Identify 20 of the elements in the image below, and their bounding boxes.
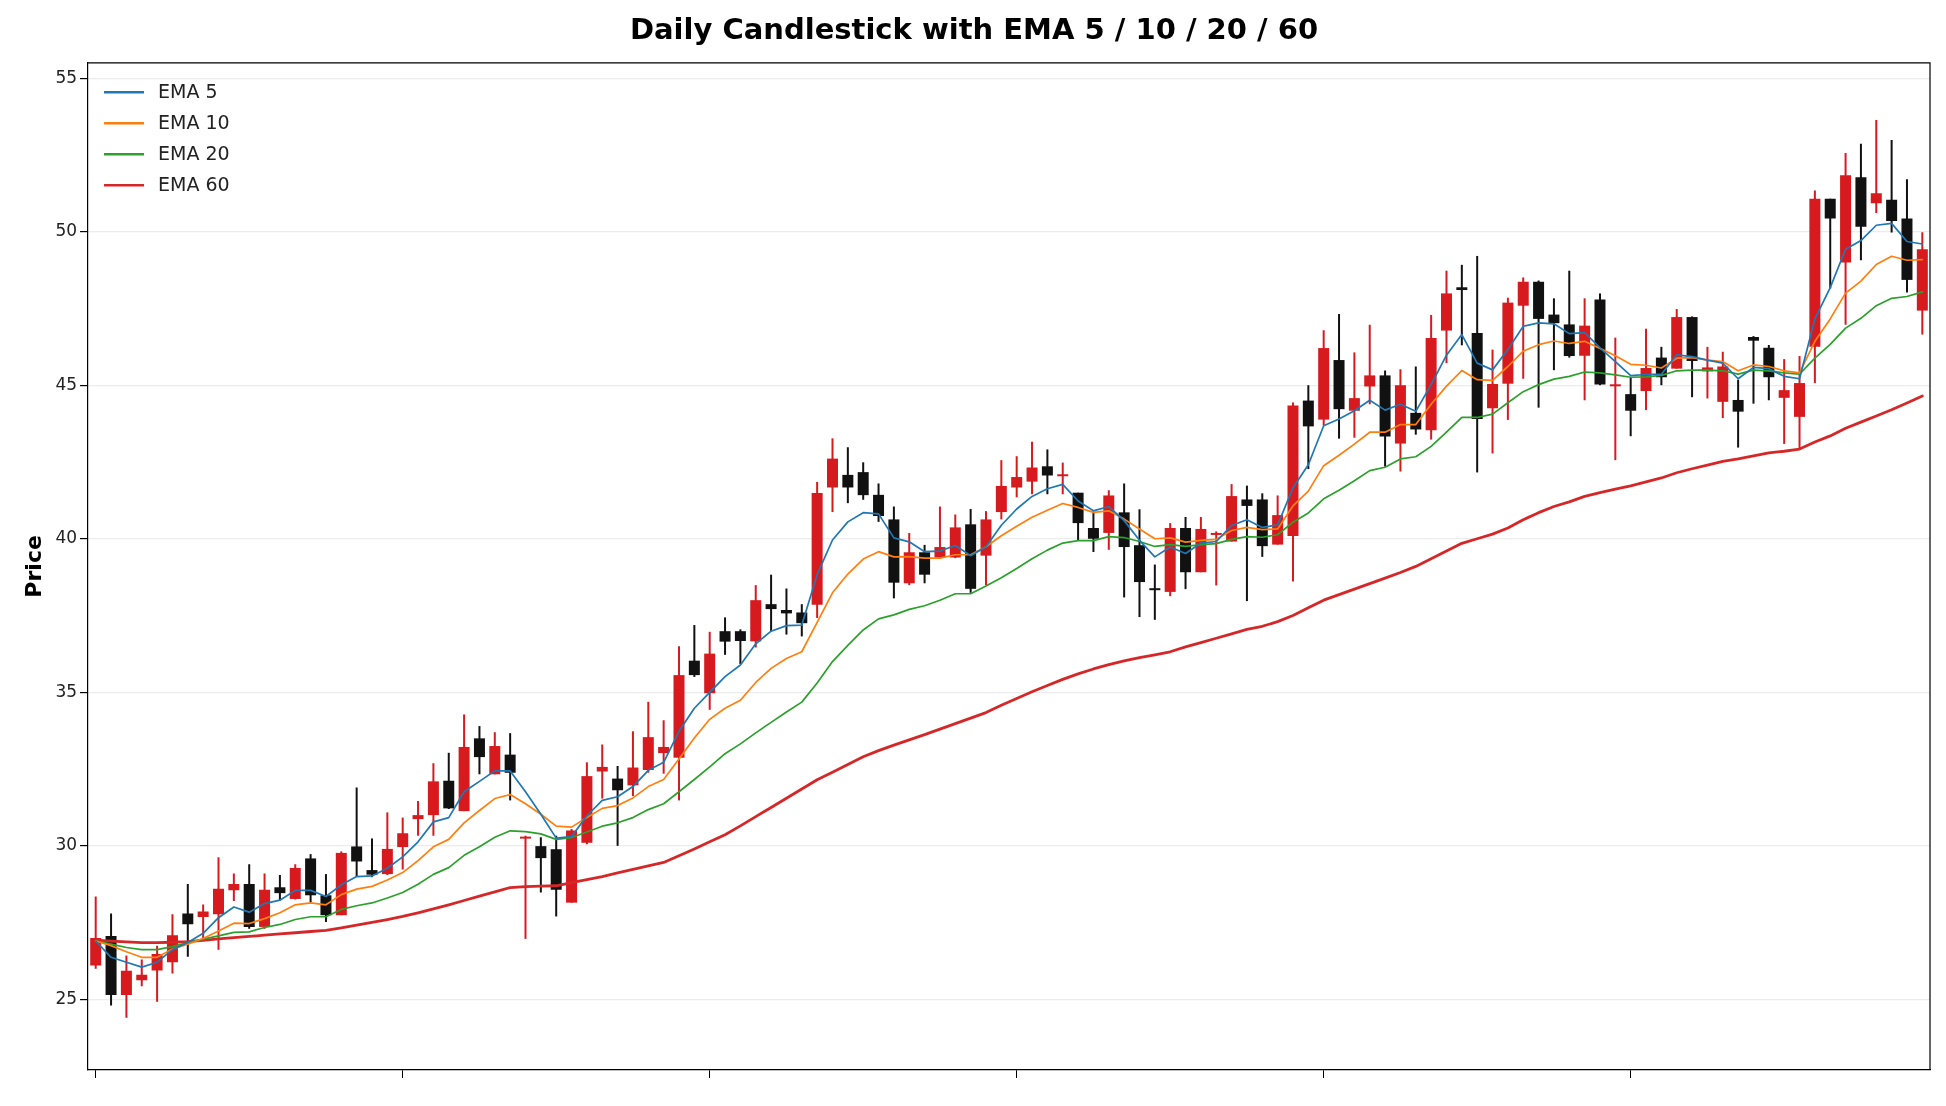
candlestick — [520, 835, 531, 939]
y-tick-label: 30 — [55, 834, 78, 855]
y-tick-label: 45 — [55, 373, 78, 394]
y-tick-label: 50 — [55, 220, 78, 241]
y-tick-label: 55 — [55, 66, 78, 87]
candlestick — [596, 744, 608, 799]
y-tick-label: 40 — [55, 527, 78, 548]
legend-label: EMA 5 — [158, 80, 218, 103]
candlestick — [1241, 485, 1253, 602]
candlestick — [1149, 564, 1161, 620]
legend-label: EMA 10 — [158, 111, 230, 134]
candlestick — [412, 801, 424, 836]
y-tick-label: 25 — [55, 987, 78, 1008]
candlestick — [1456, 264, 1468, 346]
y-tick-label: 35 — [55, 680, 78, 701]
y-axis-title: Price — [20, 535, 46, 598]
legend-label: EMA 60 — [158, 173, 230, 196]
chart-title: Daily Candlestick with EMA 5 / 10 / 20 / 60 — [629, 11, 1319, 46]
candlestick — [1609, 337, 1621, 461]
legend-label: EMA 20 — [158, 142, 230, 165]
